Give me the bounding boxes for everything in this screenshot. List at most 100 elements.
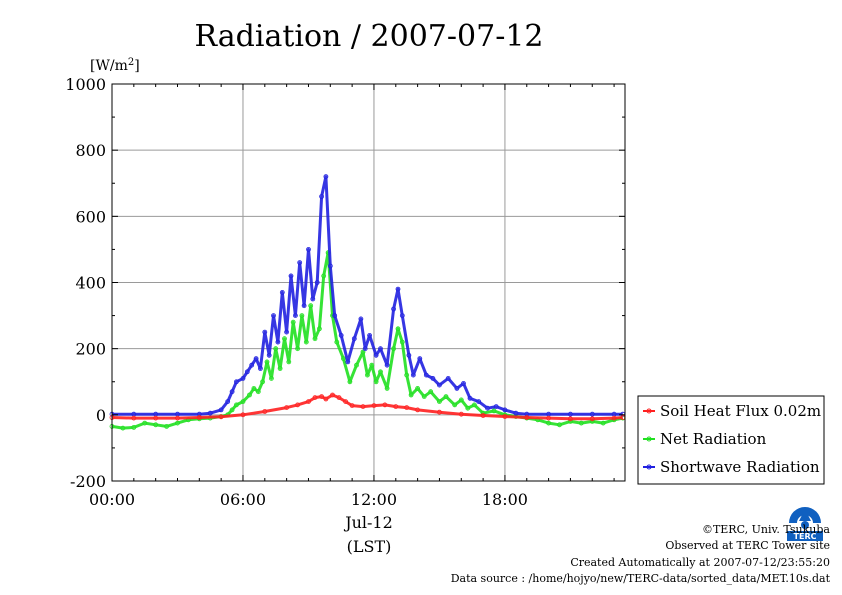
data-point (568, 416, 573, 422)
data-point (271, 313, 276, 319)
data-point (391, 346, 397, 352)
data-point (393, 404, 399, 410)
x-axis-ticks: 00:00 06:00 12:00 18:00 (89, 84, 615, 509)
data-point (445, 375, 451, 381)
data-point (338, 332, 344, 338)
data-point (454, 385, 460, 391)
data-point (312, 336, 318, 342)
data-point (207, 410, 213, 416)
data-point (476, 399, 482, 405)
data-point (600, 420, 606, 426)
y-tick-label: 1000 (65, 75, 106, 94)
data-point (436, 399, 442, 405)
data-point (415, 407, 421, 413)
data-point (436, 409, 442, 415)
data-point (319, 194, 325, 199)
y-axis-ticks: -200 0 200 400 600 800 1000 (65, 75, 625, 491)
data-point (378, 346, 383, 352)
data-point (458, 397, 464, 403)
data-point (589, 411, 595, 417)
legend-marker (646, 408, 652, 414)
data-point (225, 399, 231, 405)
data-point (247, 392, 252, 398)
data-point (164, 423, 170, 429)
x-tick-label: 18:00 (482, 490, 528, 509)
data-point (461, 380, 466, 386)
data-point (334, 339, 340, 345)
data-point (395, 286, 401, 292)
data-point (240, 399, 246, 405)
legend-marker (646, 436, 652, 442)
data-point (284, 329, 290, 335)
data-point (384, 362, 390, 368)
data-point (578, 420, 584, 426)
series-soil-heat-flux-0-02m (109, 392, 626, 422)
data-point (345, 359, 351, 365)
data-point (369, 362, 375, 368)
data-point (260, 379, 266, 385)
legend-box (637, 395, 825, 485)
data-point (395, 326, 401, 332)
data-point (292, 313, 298, 319)
data-point (330, 392, 335, 398)
credit-observed: Observed at TERC Tower site (665, 539, 830, 552)
data-point (568, 411, 573, 417)
data-point (301, 303, 307, 309)
y-tick-label: 800 (75, 141, 106, 160)
series-shortwave-radiation (109, 174, 626, 417)
data-point (310, 296, 316, 302)
data-point (336, 395, 342, 401)
data-point (297, 260, 303, 266)
x-axis-date-label: Jul-12 (343, 513, 393, 532)
data-point (351, 336, 357, 342)
data-point (244, 369, 250, 375)
data-point (249, 362, 255, 368)
data-point (308, 303, 314, 309)
data-point (367, 332, 373, 338)
data-point (286, 359, 292, 365)
data-point (131, 424, 137, 430)
terc-logo: TERC (783, 503, 827, 543)
data-point (255, 389, 261, 395)
data-point (502, 414, 508, 419)
credit-created: Created Automatically at 2007-07-12/23:5… (570, 556, 830, 569)
y-axis-unit: [W/m2] (90, 57, 140, 74)
data-point (279, 289, 285, 295)
legend-label: Shortwave Radiation (660, 458, 820, 476)
data-point (443, 394, 449, 400)
data-point (611, 415, 617, 421)
data-point (428, 389, 434, 395)
x-axis-label: (LST) (347, 537, 392, 556)
data-point (458, 411, 464, 417)
logo-text: TERC (794, 532, 817, 541)
data-point (282, 336, 287, 342)
y-tick-label: 600 (75, 207, 106, 226)
y-tick-label: 200 (75, 340, 106, 359)
data-point (391, 306, 397, 312)
data-point (218, 414, 224, 420)
data-point (233, 379, 239, 385)
data-point (175, 415, 180, 421)
y-tick-label: -200 (70, 472, 106, 491)
y-tick-label: 400 (75, 274, 106, 293)
data-point (502, 407, 508, 413)
data-point (491, 408, 497, 414)
data-point (273, 346, 279, 352)
credit-source: Data source : /home/hojyo/new/TERC-data/… (450, 572, 830, 585)
data-point (142, 420, 148, 426)
data-point (233, 402, 239, 408)
x-tick-label: 00:00 (89, 490, 135, 509)
data-point (229, 389, 235, 395)
data-point (378, 369, 383, 375)
data-point (306, 399, 311, 405)
data-point (323, 174, 329, 180)
data-point (240, 412, 246, 418)
data-point (153, 422, 159, 428)
data-point (471, 402, 477, 408)
data-point (253, 356, 259, 362)
data-point (277, 366, 283, 371)
series-line (111, 393, 623, 421)
data-point (384, 385, 390, 391)
data-point (360, 349, 366, 355)
